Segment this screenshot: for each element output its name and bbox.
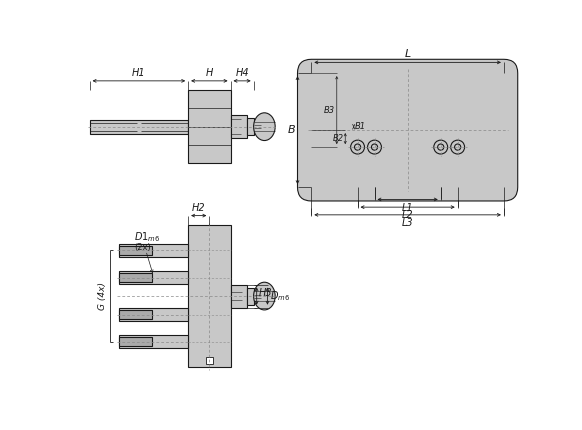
Bar: [119, 310, 152, 319]
Circle shape: [450, 140, 464, 154]
Bar: [188, 225, 230, 367]
Text: L1: L1: [402, 203, 413, 212]
Circle shape: [434, 140, 448, 154]
Text: B: B: [288, 125, 295, 135]
Circle shape: [371, 144, 378, 150]
Text: H2: H2: [192, 203, 205, 212]
Bar: [119, 271, 188, 284]
Bar: [119, 338, 152, 346]
Bar: [247, 288, 254, 304]
Text: B2: B2: [332, 134, 344, 143]
Text: $D1_{m6}$: $D1_{m6}$: [134, 230, 161, 244]
Bar: [206, 357, 213, 364]
Bar: [119, 244, 188, 257]
Text: H3: H3: [259, 288, 272, 298]
Bar: [119, 308, 188, 321]
Text: H1: H1: [132, 68, 146, 78]
Text: H: H: [205, 68, 213, 78]
Bar: [247, 118, 254, 135]
Text: B3: B3: [324, 106, 335, 115]
Bar: [90, 120, 188, 134]
Bar: [188, 90, 230, 163]
Circle shape: [350, 140, 364, 154]
Ellipse shape: [254, 282, 275, 310]
Text: G (4x): G (4x): [98, 282, 107, 310]
Text: L2: L2: [402, 210, 413, 220]
Bar: [119, 335, 188, 348]
Circle shape: [455, 144, 461, 150]
Ellipse shape: [254, 113, 275, 141]
Text: (2x): (2x): [134, 243, 151, 252]
Bar: [230, 285, 247, 307]
Text: L: L: [404, 49, 411, 59]
Text: H4: H4: [235, 68, 249, 78]
Text: L3: L3: [402, 218, 413, 228]
Bar: [119, 246, 152, 255]
FancyBboxPatch shape: [297, 59, 518, 201]
Circle shape: [368, 140, 381, 154]
Bar: [119, 273, 152, 282]
Text: $D_{m6}$: $D_{m6}$: [270, 289, 290, 303]
Circle shape: [438, 144, 444, 150]
Bar: [230, 115, 247, 138]
Circle shape: [354, 144, 361, 150]
Text: B1: B1: [355, 122, 367, 131]
